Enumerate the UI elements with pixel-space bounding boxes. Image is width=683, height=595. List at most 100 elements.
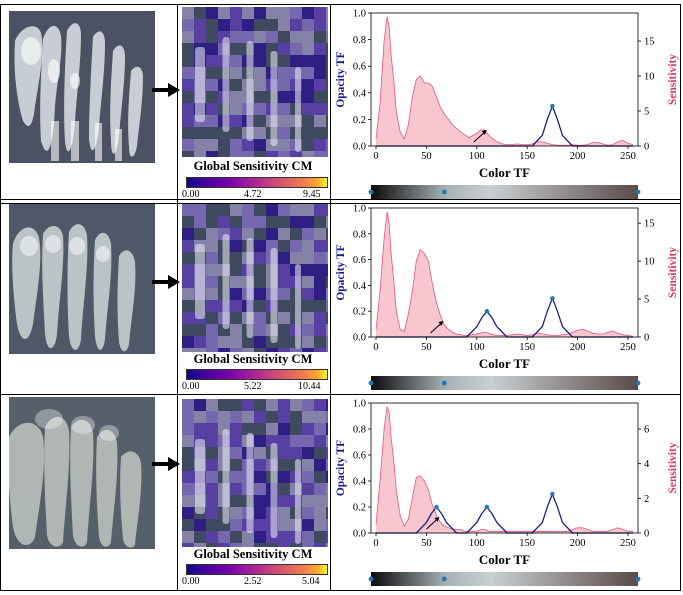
y-left-axis-label: Opacity TF: [335, 244, 347, 300]
x-tick-label: 250: [620, 151, 636, 162]
y-right-tick-label: 6: [644, 425, 649, 436]
colormap-max-3: 5.04: [302, 576, 320, 587]
opacity-control-point: [484, 504, 490, 510]
x-tick-label: 150: [519, 151, 535, 162]
sensitivity-cell-1: Global Sensitivity CM 0.00 4.72 9.45: [177, 4, 330, 204]
right-arrow-icon: [152, 83, 180, 102]
y-left-tick-label: 0.6: [353, 255, 366, 266]
colormap-max-2: 10.44: [298, 381, 321, 392]
y-right-axis-label: Sensitivity: [667, 54, 679, 105]
colormap-bar-3: [186, 564, 328, 575]
sensitivity-cell-2: Global Sensitivity CM 0.00 5.22 10.44: [177, 199, 330, 395]
sensitivity-line: [375, 211, 634, 337]
figure-row-1: Global Sensitivity CM 0.00 4.72 9.45 0.0…: [0, 4, 683, 204]
y-left-tick-label: 0.4: [353, 88, 367, 99]
figure-row-2: Global Sensitivity CM 0.00 5.22 10.44 0.…: [0, 199, 683, 395]
opacity-control-point: [484, 309, 490, 314]
sensitivity-heatmap-3: [182, 399, 328, 547]
opacity-control-point: [550, 296, 555, 301]
y-right-tick-label: 10: [644, 72, 655, 83]
x-tick-label: 200: [570, 342, 586, 353]
x-tick-label: 100: [469, 538, 485, 549]
annotation-arrowhead: [434, 517, 440, 522]
y-left-axis-label: Opacity TF: [335, 51, 347, 107]
x-tick-label: 50: [421, 151, 432, 162]
sensitivity-area: [376, 406, 633, 533]
y-left-tick-label: 0.0: [353, 142, 366, 153]
y-right-tick-label: 0: [644, 142, 649, 153]
color-tf-control-point: [368, 380, 374, 386]
y-left-tick-label: 0.0: [353, 333, 366, 344]
y-left-tick-label: 0.2: [353, 307, 366, 318]
y-right-tick-label: 4: [644, 459, 650, 470]
plot-frame: [370, 207, 639, 338]
tf-chart-cell-3: 0.0 0.2 0.4 0.6 0.8 1.0 0 2 4 6 0 50 100 150 200 250 Opa…: [330, 394, 681, 591]
colormap-title-3: Global Sensitivity CM: [193, 547, 313, 561]
render-cell-3: [0, 394, 180, 591]
y-left-tick-label: 0.8: [353, 229, 366, 240]
volume-rendering-3: [9, 397, 155, 549]
x-tick-label: 50: [421, 342, 432, 353]
x-tick-label: 100: [469, 151, 485, 162]
tf-chart-3: 0.0 0.2 0.4 0.6 0.8 1.0 0 2 4 6 0 50 100 150 200 250 Opa…: [335, 399, 679, 586]
x-tick-label: 0: [373, 342, 378, 353]
y-left-tick-label: 1.0: [353, 204, 366, 215]
y-left-tick-label: 0.6: [353, 62, 366, 73]
colormap-bar-1: [186, 177, 328, 188]
color-tf-control-point: [635, 576, 641, 582]
x-tick-label: 50: [421, 538, 432, 549]
x-tick-label: 200: [570, 538, 586, 549]
annotation-arrowhead: [481, 130, 487, 135]
y-right-axis-label: Sensitivity: [667, 247, 679, 298]
foot-xray-render-2: [9, 204, 155, 354]
sensitivity-heatmap-2: [182, 204, 328, 352]
colormap-bar-2: [186, 369, 328, 380]
right-arrow-icon: [152, 457, 180, 476]
render-cell-2: [0, 199, 180, 395]
opacity-control-point: [434, 504, 439, 510]
plot-frame: [370, 12, 639, 147]
color-tf-control-point: [441, 380, 447, 386]
colormap-min-2: 0.00: [182, 381, 200, 392]
sensitivity-line: [375, 406, 633, 532]
colormap-mid-2: 5.22: [244, 381, 262, 392]
sensitivity-overlay-render-3: [182, 399, 328, 547]
x-tick-label: 250: [620, 538, 636, 549]
y-left-tick-label: 0.2: [353, 115, 366, 126]
colormap-min-3: 0.00: [182, 576, 200, 587]
annotation-arrow: [473, 131, 486, 143]
y-left-tick-label: 0.4: [353, 281, 367, 292]
y-left-tick-label: 0.8: [353, 35, 366, 46]
color-tf-control-point: [368, 576, 374, 582]
figure-row-3: Global Sensitivity CM 0.00 2.52 5.04 0.0…: [0, 394, 683, 591]
y-left-tick-label: 0.4: [353, 477, 367, 488]
y-right-axis-label: Sensitivity: [667, 442, 679, 493]
volume-rendering-2: [9, 204, 155, 354]
colormap-min-1: 0.00: [182, 189, 200, 200]
x-axis-label: Color TF: [479, 165, 530, 180]
colormap-title-1: Global Sensitivity CM: [193, 159, 313, 173]
color-tf-control-point: [441, 189, 447, 195]
sensitivity-overlay-render-2: [182, 204, 328, 352]
y-left-tick-label: 0.0: [353, 529, 366, 540]
x-tick-label: 0: [373, 538, 378, 549]
color-tf-control-point: [635, 380, 641, 386]
x-tick-label: 150: [519, 342, 535, 353]
sensitivity-heatmap-1: [182, 7, 328, 157]
y-left-tick-label: 1.0: [353, 399, 366, 410]
x-axis-label: Color TF: [479, 356, 530, 371]
color-tf-control-point: [441, 576, 447, 582]
colormap-max-1: 9.45: [303, 189, 321, 200]
y-left-tick-label: 1.0: [353, 9, 366, 20]
x-tick-label: 0: [373, 151, 378, 162]
y-left-axis-label: Opacity TF: [335, 440, 347, 496]
sensitivity-area: [376, 211, 633, 337]
tf-chart-cell-1: 0.0 0.2 0.4 0.6 0.8 1.0 0 5 10 15 0 50 100 150 200 250 O…: [330, 4, 681, 204]
opacity-control-point: [550, 103, 555, 109]
y-right-tick-label: 15: [644, 37, 655, 48]
y-left-tick-label: 0.6: [353, 451, 366, 462]
colormap-title-2: Global Sensitivity CM: [193, 352, 313, 366]
x-tick-label: 150: [519, 538, 535, 549]
foot-xray-render-1: [9, 11, 155, 163]
y-left-tick-label: 0.2: [353, 503, 366, 514]
